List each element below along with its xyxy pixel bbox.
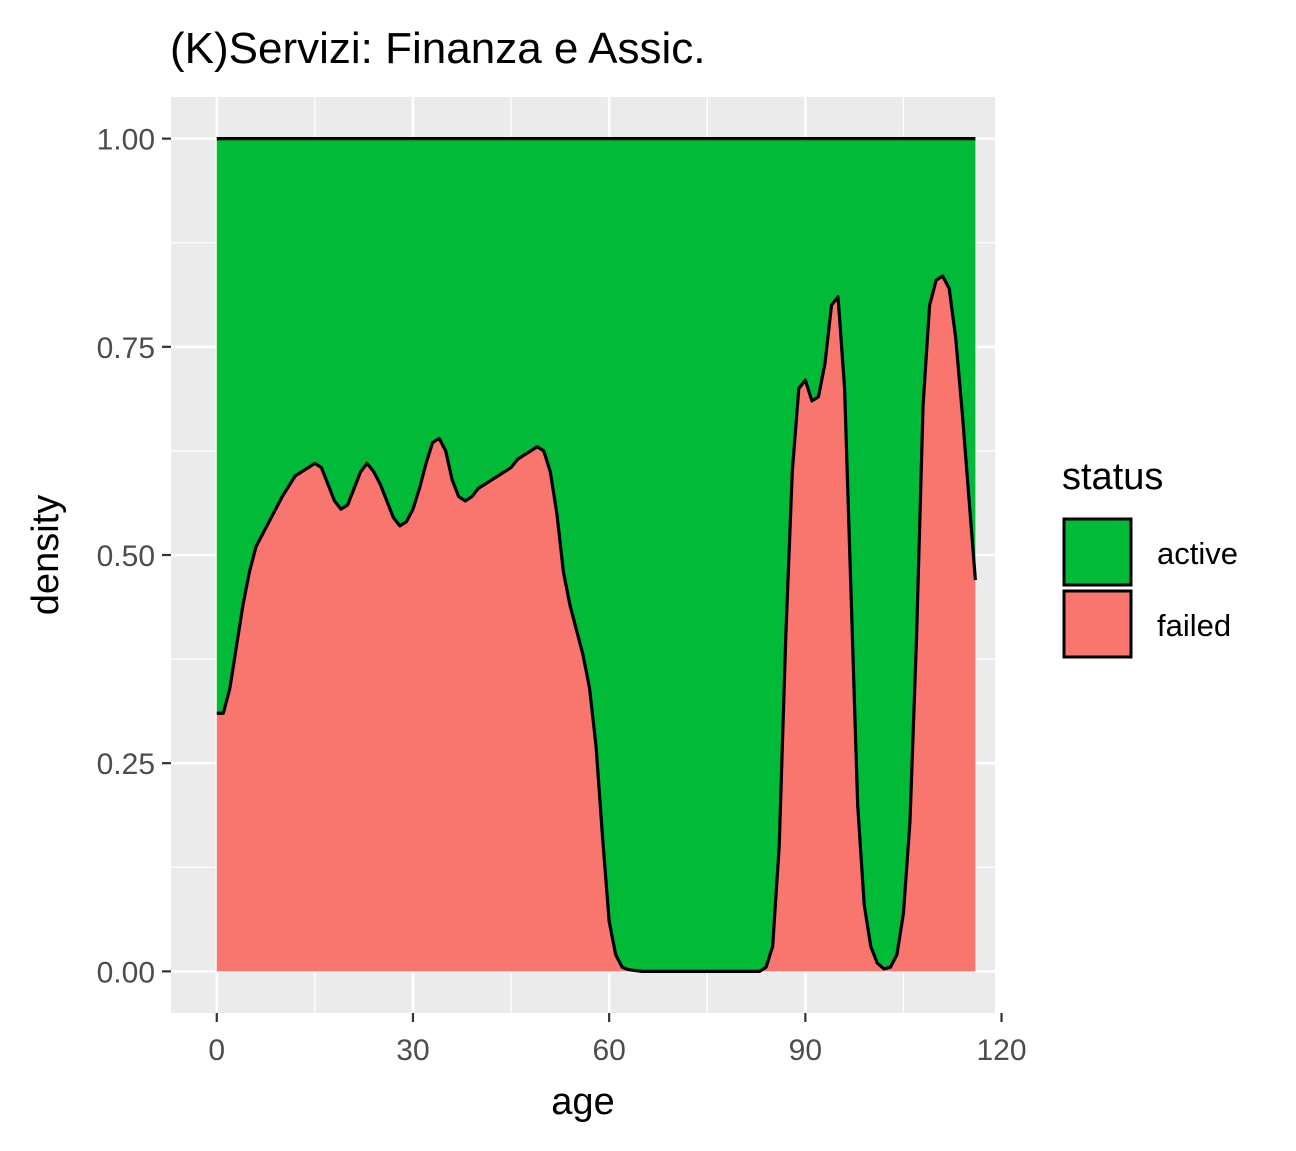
legend-key-failed <box>1062 589 1133 659</box>
x-tick-label: 30 <box>396 1034 429 1067</box>
y-tick-label: 0.75 <box>97 332 155 365</box>
x-tick-label: 120 <box>977 1034 1027 1067</box>
legend-title: status <box>1062 456 1163 498</box>
legend: status active failed <box>1062 456 1238 659</box>
x-tick-label: 60 <box>592 1034 625 1067</box>
legend-label-failed: failed <box>1157 608 1231 643</box>
density-areas <box>216 137 977 973</box>
y-tick-label: 0.25 <box>97 748 155 781</box>
active-area <box>216 138 976 972</box>
chart-title: (K)Servizi: Finanza e Assic. <box>170 24 706 73</box>
failed-outline <box>216 274 977 973</box>
y-axis-title: density <box>25 495 67 615</box>
x-axis-title: age <box>551 1081 614 1123</box>
axes: 0 30 60 90 120 0.00 0.25 0.50 0.75 1.00 <box>97 124 1027 1067</box>
y-tick-label: 0.00 <box>97 956 155 989</box>
failed-area <box>216 276 976 972</box>
x-tick-label: 0 <box>208 1034 225 1067</box>
y-tick-label: 0.50 <box>97 540 155 573</box>
legend-label-active: active <box>1157 536 1238 571</box>
y-tick-label: 1.00 <box>97 124 155 157</box>
legend-key-active <box>1062 517 1133 587</box>
x-tick-label: 90 <box>789 1034 822 1067</box>
